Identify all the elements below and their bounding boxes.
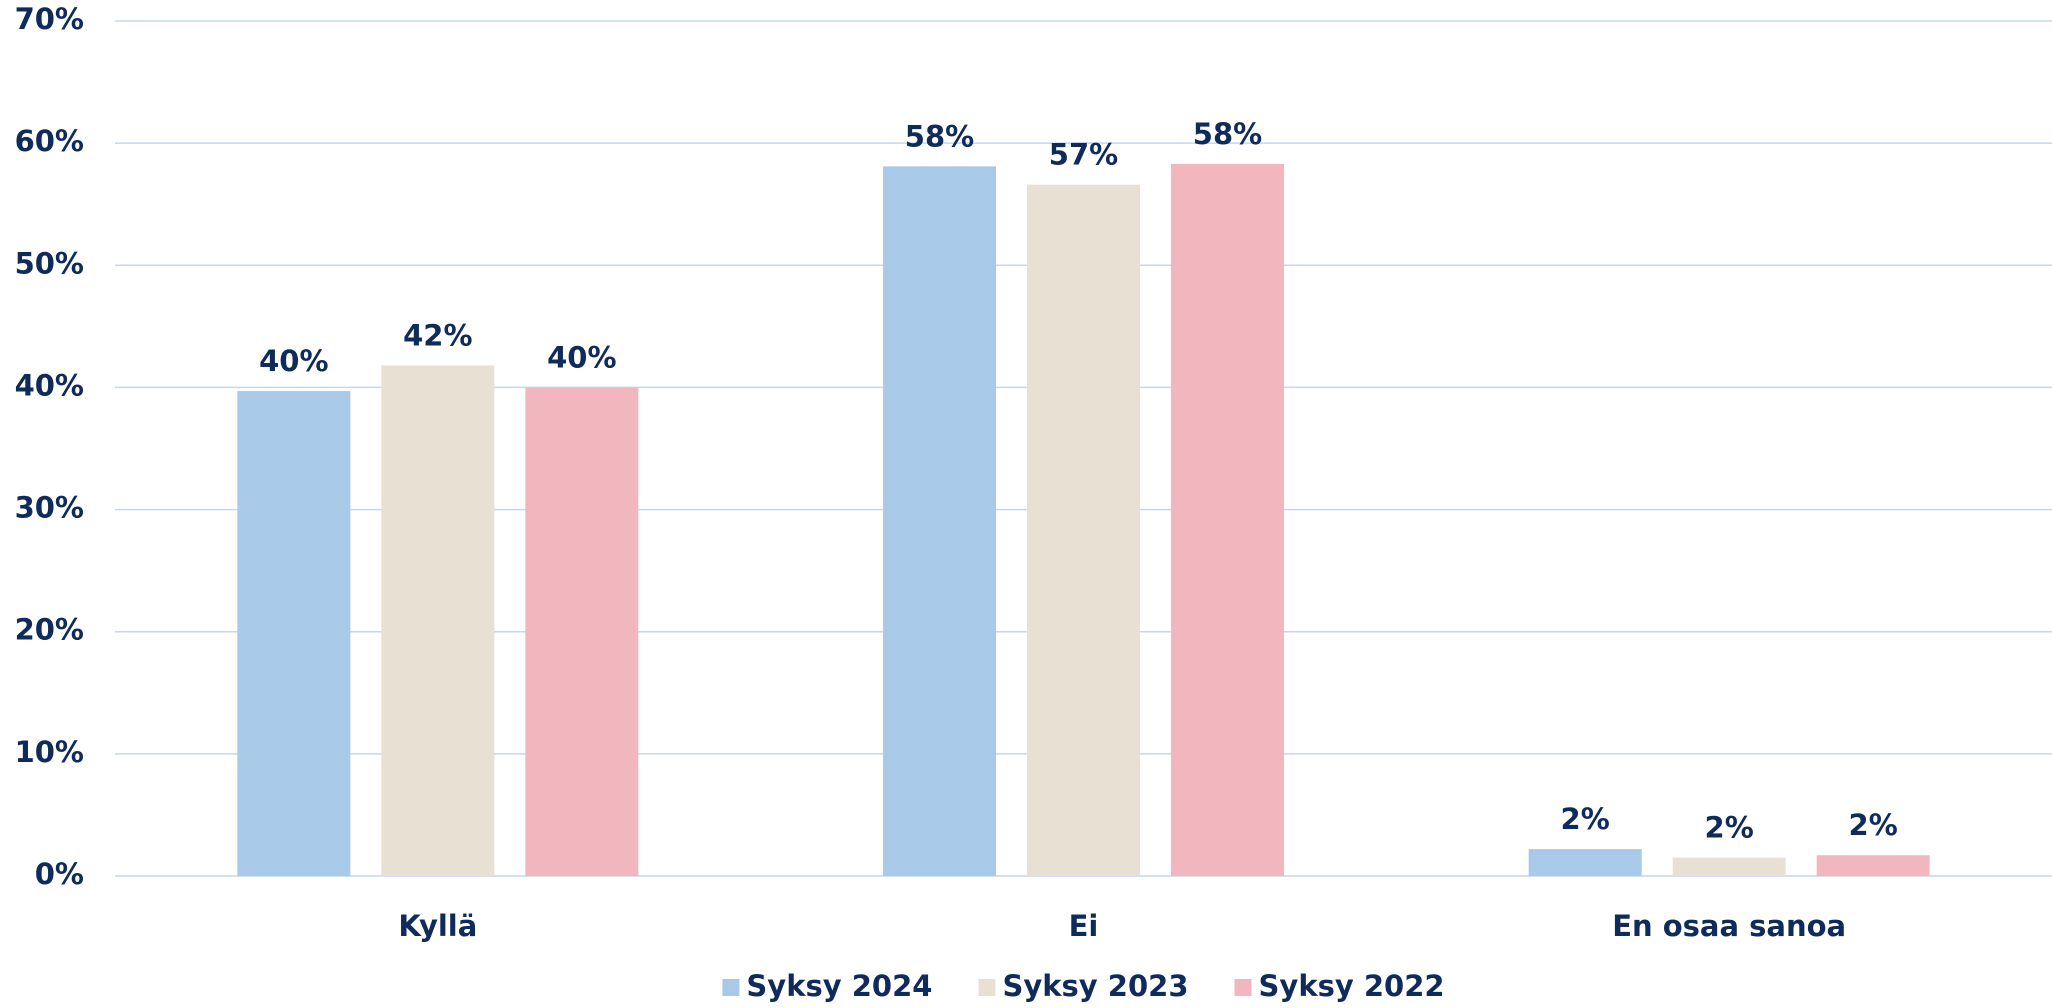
legend-swatch bbox=[722, 979, 740, 996]
value-label: 57% bbox=[1049, 138, 1118, 172]
x-tick-label: Kyllä bbox=[398, 909, 477, 943]
y-tick-label: 60% bbox=[15, 124, 84, 158]
y-tick-label: 30% bbox=[15, 491, 84, 525]
bar bbox=[1170, 163, 1284, 876]
legend-label: Syksy 2024 bbox=[746, 969, 932, 1003]
legend-item: Syksy 2022 bbox=[1234, 969, 1445, 1003]
bar bbox=[525, 387, 639, 876]
y-tick-label: 70% bbox=[15, 2, 84, 36]
value-label: 2% bbox=[1849, 808, 1898, 842]
value-label: 2% bbox=[1705, 811, 1754, 845]
y-tick-label: 50% bbox=[15, 246, 84, 280]
legend-item: Syksy 2024 bbox=[722, 969, 932, 1003]
x-tick-label: Ei bbox=[1069, 909, 1099, 943]
y-tick-label: 20% bbox=[15, 613, 84, 647]
bar bbox=[1027, 184, 1140, 876]
bar bbox=[1816, 855, 1930, 876]
legend-label: Syksy 2022 bbox=[1259, 969, 1445, 1003]
bar bbox=[381, 365, 495, 876]
legend-swatch bbox=[1234, 979, 1252, 996]
value-label: 40% bbox=[547, 340, 616, 374]
bar bbox=[883, 166, 997, 877]
legend-item: Syksy 2023 bbox=[978, 969, 1189, 1003]
legend-label: Syksy 2023 bbox=[1002, 969, 1188, 1003]
y-tick-label: 0% bbox=[35, 857, 84, 891]
bar bbox=[1672, 857, 1786, 876]
x-tick-label: En osaa sanoa bbox=[1612, 909, 1846, 943]
value-label: 58% bbox=[1193, 117, 1262, 151]
value-label: 42% bbox=[403, 318, 472, 352]
legend-swatch bbox=[978, 979, 996, 996]
value-label: 40% bbox=[259, 344, 328, 378]
bar bbox=[237, 391, 351, 876]
value-label: 58% bbox=[905, 119, 974, 153]
y-tick-label: 40% bbox=[15, 368, 84, 402]
y-tick-label: 10% bbox=[15, 735, 84, 769]
value-label: 2% bbox=[1561, 802, 1610, 836]
bar bbox=[1528, 849, 1642, 876]
